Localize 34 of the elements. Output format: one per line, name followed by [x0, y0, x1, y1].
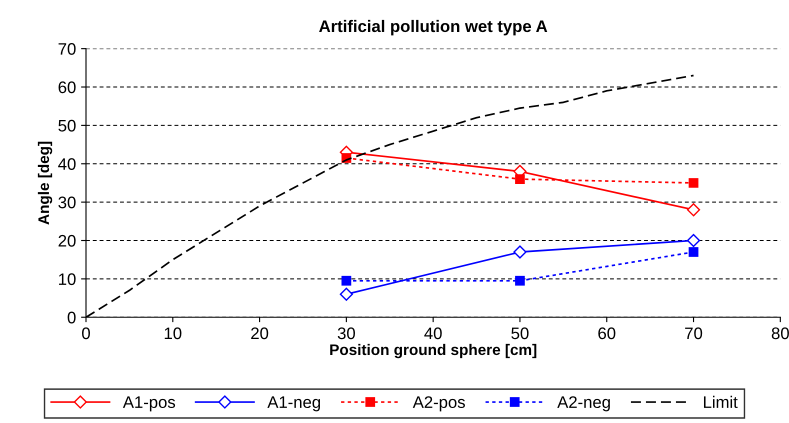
- point: [342, 276, 352, 286]
- point: [688, 178, 698, 188]
- y-tick-label: 30: [58, 196, 76, 208]
- y-tick-label: 20: [58, 234, 76, 247]
- point: [515, 174, 525, 184]
- point: [340, 288, 353, 301]
- y-tick-label: 60: [58, 81, 76, 94]
- point: [686, 203, 700, 216]
- point: [513, 245, 527, 259]
- legend-label: A2-pos: [412, 396, 465, 412]
- x-tick-label: 70: [685, 327, 702, 340]
- y-tick-label: 10: [59, 273, 76, 286]
- legend-label: A2-neg: [557, 396, 610, 412]
- legend-label: A1-neg: [267, 396, 320, 412]
- point: [688, 247, 698, 257]
- point: [686, 234, 700, 248]
- y-tick-label: 0: [68, 312, 76, 324]
- y-axis-title: Angle [deg]: [38, 142, 52, 225]
- x-tick-label: 50: [511, 327, 529, 340]
- x-tick-label: 0: [82, 327, 90, 340]
- legend-label: Limit: [704, 396, 738, 408]
- y-tick-label: 50: [58, 120, 76, 132]
- chart-title: Artificial pollution wet type A: [319, 20, 548, 36]
- x-tick-label: 10: [164, 327, 182, 340]
- y-tick-label: 70: [58, 43, 76, 55]
- x-tick-label: 20: [251, 327, 268, 340]
- y-tick-label: 40: [58, 158, 76, 170]
- x-axis-title: Position ground sphere [cm]: [330, 344, 536, 358]
- x-tick-label: 80: [772, 327, 789, 340]
- point: [515, 276, 525, 286]
- x-tick-label: 40: [424, 327, 442, 340]
- x-tick-label: 60: [598, 327, 616, 340]
- legend-label: A1-pos: [122, 396, 176, 412]
- x-tick-label: 30: [338, 327, 355, 340]
